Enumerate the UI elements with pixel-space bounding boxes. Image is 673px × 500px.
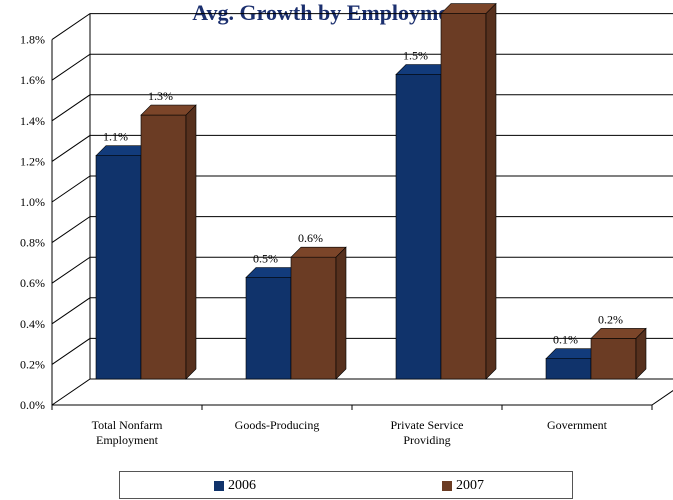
chart-legend: 2006 2007 <box>119 471 573 499</box>
bar-2007-side <box>485 2 497 380</box>
bars <box>95 2 647 380</box>
y-tick-label: 1.2% <box>20 154 45 168</box>
legend-item-2006: 2006 <box>214 477 256 495</box>
axes: 0.0% 0.2% 0.4% 0.6% 0.8% 1.0% 1.2% 1.4% 1.6% 1.8%… <box>20 33 673 447</box>
gridline <box>51 378 673 406</box>
bar-2006-front <box>395 74 442 380</box>
y-tick-label: 1.6% <box>20 73 45 87</box>
data-label: 1.8% <box>448 0 473 2</box>
y-tick-label: 0.6% <box>20 276 45 290</box>
data-label: 0.2% <box>598 312 623 326</box>
data-label: 1.1% <box>103 130 128 144</box>
legend-item-2007: 2007 <box>442 477 484 495</box>
y-tick-label: 0.4% <box>20 317 45 331</box>
bar-2007-front <box>140 114 187 380</box>
bar-2006-front <box>245 277 292 380</box>
y-tick-label: 0.0% <box>20 398 45 412</box>
y-tick-label: 1.8% <box>20 33 45 47</box>
x-tick-label: Government <box>547 418 608 432</box>
bar-2007-front <box>290 256 337 380</box>
legend-label-2006: 2006 <box>228 478 256 493</box>
bar-2007-side <box>635 327 647 380</box>
y-tick-label: 0.8% <box>20 236 45 250</box>
data-label: 0.6% <box>298 231 323 245</box>
legend-swatch-2006 <box>214 481 224 491</box>
chart-title: Avg. Growth by Employment <box>192 0 468 25</box>
y-tick-label: 1.0% <box>20 195 45 209</box>
floor-edge <box>52 390 673 406</box>
bar-2006-front <box>545 358 592 380</box>
data-label: 0.1% <box>553 333 578 347</box>
bar-2007-side <box>185 104 197 380</box>
bar-2007-side <box>335 246 347 380</box>
gridline <box>51 53 673 81</box>
y-tick-label: 0.2% <box>20 357 45 371</box>
x-tick-label: Goods-Producing <box>235 418 320 432</box>
bar-2007-front <box>590 338 637 380</box>
legend-swatch-2007 <box>442 481 452 491</box>
x-tick-label: Total Nonfarm Employment <box>92 418 163 447</box>
data-labels: 1.1% 1.3% 0.5% 0.6% 1.5% 1.8% 0.1% 0.2% <box>103 0 623 347</box>
x-tick-label: Private Service Providing <box>391 418 464 447</box>
data-label: 0.5% <box>253 252 278 266</box>
legend-label-2007: 2007 <box>456 478 484 493</box>
bar-2006-front <box>95 155 142 380</box>
data-label: 1.5% <box>403 49 428 63</box>
data-label: 1.3% <box>148 89 173 103</box>
bar-2007-front <box>440 13 487 380</box>
y-tick-label: 1.4% <box>20 114 45 128</box>
